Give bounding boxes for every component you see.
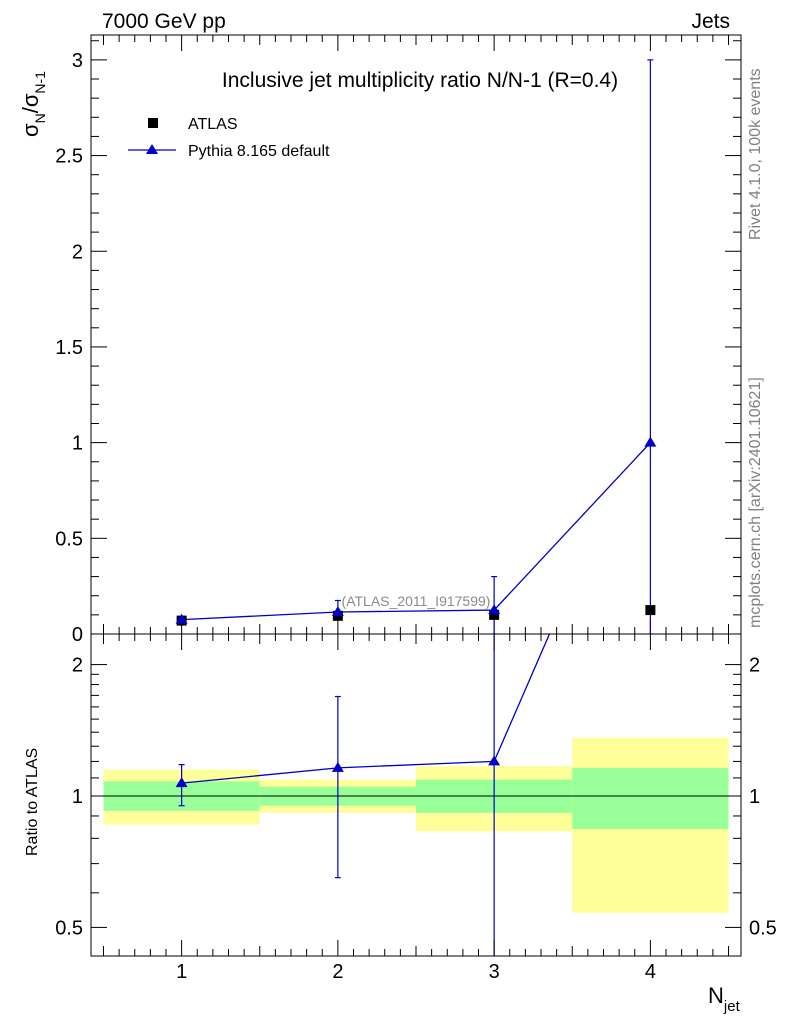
energy-label: 7000 GeV pp bbox=[102, 10, 226, 33]
ratio-plot-area bbox=[91, 634, 741, 956]
svg-text:σN/σN-1: σN/σN-1 bbox=[18, 71, 48, 137]
chart-title: Inclusive jet multiplicity ratio N/N-1 (… bbox=[222, 69, 618, 92]
pythia-point bbox=[331, 605, 344, 616]
ratio-axes: 0.5 0.5 1 1 2 2 1 2 3 4 bbox=[55, 633, 777, 983]
legend-pythia-label: Pythia 8.165 default bbox=[188, 143, 330, 160]
ratio-y-tick-label-right: 0.5 bbox=[749, 917, 777, 939]
main-y-tick-label: 2 bbox=[72, 241, 83, 263]
x-tick-label: 4 bbox=[645, 961, 656, 983]
atlas-point bbox=[489, 609, 500, 620]
ratio-y-tick-label-right: 1 bbox=[749, 786, 760, 808]
ratio-pythia-point bbox=[331, 761, 344, 772]
atlas-point bbox=[645, 605, 656, 616]
ylabel-sigma-1: σ bbox=[18, 123, 43, 137]
ylabel-slash: / bbox=[18, 106, 43, 113]
ratio-stat-uncertainty-band bbox=[572, 767, 729, 830]
ratio-y-axis-label: Ratio to ATLAS bbox=[24, 748, 41, 856]
category-label: Jets bbox=[691, 10, 730, 33]
pythia-point bbox=[488, 604, 501, 615]
main-y-tick-label: 1.5 bbox=[55, 337, 83, 359]
main-plot-area bbox=[175, 59, 657, 634]
ylabel-sigma-2: σ bbox=[18, 93, 43, 107]
ratio-y-tick-label: 1 bbox=[72, 786, 83, 808]
main-y-tick-label: 1 bbox=[72, 433, 83, 455]
ratio-bands bbox=[103, 737, 729, 913]
main-labels: 0 0.5 1 1.5 2 2.5 3 bbox=[55, 50, 83, 646]
ratio-pythia-point bbox=[488, 755, 501, 766]
legend: ATLAS Pythia 8.165 default bbox=[128, 116, 330, 160]
ratio-pythia-point bbox=[175, 777, 188, 788]
main-y-tick-label: 0 bbox=[72, 624, 83, 646]
ratio-y-tick-label-right: 2 bbox=[749, 655, 760, 677]
rivet-label: Rivet 4.1.0, 100k events bbox=[747, 68, 764, 240]
x-tick-label: 1 bbox=[176, 961, 187, 983]
pythia-line bbox=[181, 442, 651, 621]
ratio-pythia-line bbox=[181, 634, 551, 784]
pythia-point bbox=[175, 613, 188, 624]
legend-atlas-marker bbox=[148, 118, 158, 128]
ylabel-sub-n: N bbox=[32, 113, 48, 123]
main-y-tick-label: 3 bbox=[72, 50, 83, 72]
x-axis-label: Njet bbox=[708, 983, 741, 1015]
main-y-axis-label: σN/σN-1 bbox=[18, 71, 48, 137]
x-tick-label: 2 bbox=[332, 961, 343, 983]
ratio-y-tick-label: 2 bbox=[72, 655, 83, 677]
legend-pythia-marker bbox=[146, 144, 158, 154]
x-tick-label: 3 bbox=[489, 961, 500, 983]
legend-atlas-label: ATLAS bbox=[188, 116, 238, 133]
main-y-tick-label: 2.5 bbox=[55, 146, 83, 168]
main-y-tick-label: 0.5 bbox=[55, 528, 83, 550]
xlabel-base: N bbox=[708, 983, 724, 1008]
xlabel-sub: jet bbox=[723, 998, 741, 1015]
mcplots-label: mcplots.cern.ch [arXiv:2401.10621] bbox=[747, 377, 764, 628]
pythia-point bbox=[644, 436, 657, 447]
analysis-watermark: (ATLAS_2011_I917599) bbox=[342, 593, 491, 609]
ratio-y-tick-label: 0.5 bbox=[55, 917, 83, 939]
ylabel-sub-n-1: N-1 bbox=[32, 71, 48, 94]
